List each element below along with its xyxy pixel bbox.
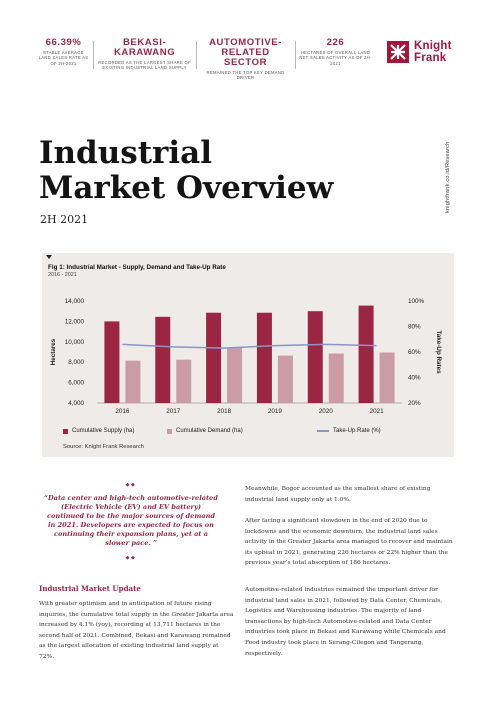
supply-bar — [256, 312, 272, 403]
stat-value: BEKASI-KARAWANG — [113, 37, 176, 58]
y-tick-label: 10,000 — [65, 339, 85, 346]
right-column-paragraph-3: Automotive-related industries remained t… — [245, 587, 446, 657]
page-subtitle: 2H 2021 — [40, 213, 89, 226]
y-right-tick-label: 100% — [408, 298, 425, 305]
stat-value: AUTOMOTIVE-RELATED SECTOR — [209, 37, 283, 68]
y-tick-label: 8,000 — [68, 359, 84, 366]
y-right-tick-label: 80% — [408, 324, 421, 331]
x-tick-label: 2017 — [166, 408, 181, 415]
right-column-paragraph-1: Meanwhile, Bogor accounted as the smalle… — [245, 486, 431, 503]
y-right-tick-label: 60% — [408, 349, 421, 356]
stat-largest-supply: BEKASI-KARAWANG RECORDED AS THE LARGEST … — [93, 38, 196, 72]
stat-description: REMAINED THE TOP KEY DEMAND DRIVER — [206, 70, 285, 81]
x-tick-label: 2018 — [217, 408, 232, 415]
stat-sales-rate: 66.39% STABLE AVERAGE LAND SALES RATE AS… — [34, 38, 93, 72]
x-tick-label: 2021 — [370, 408, 385, 415]
stat-description: RECORDED AS THE LARGEST SHARE OF EXISTIN… — [98, 60, 191, 71]
legend-demand: Cumulative Demand (ha) — [167, 428, 243, 434]
y-right-axis-title: Take-Up Rates — [435, 330, 442, 374]
stat-value: 66.39% — [45, 37, 82, 48]
legend-swatch — [317, 430, 329, 432]
diamond-ornament-icon: ◆◆ — [125, 482, 137, 488]
supply-bar — [358, 305, 374, 403]
x-tick-label: 2019 — [268, 408, 283, 415]
legend-label: Cumulative Supply (ha) — [72, 428, 135, 434]
take-up-rate-line — [122, 343, 377, 349]
legend-swatch — [63, 428, 68, 434]
demand-bar — [379, 352, 395, 403]
y-tick-label: 12,000 — [65, 318, 85, 325]
y-tick-label: 4,000 — [68, 400, 84, 407]
x-tick-label: 2016 — [115, 408, 130, 415]
page-title: Industrial Market Overview — [39, 136, 333, 206]
stat-description: STABLE AVERAGE LAND SALES RATE AS OF 2H-… — [38, 50, 89, 66]
title-line-2: Market Overview — [39, 170, 334, 206]
chart-subtitle: 2016 - 2021 — [48, 272, 77, 278]
chart-source: Source: Knight Frank Research — [63, 444, 144, 450]
knight-frank-logo: Knight Frank — [387, 40, 452, 64]
supply-bar — [307, 311, 323, 403]
x-tick-label: 2020 — [319, 408, 334, 415]
legend-label: Take-Up Rate (%) — [333, 428, 381, 434]
stat-net-sales: 226 HECTARES OF OVERALL LAND NET SALES A… — [294, 37, 376, 72]
chart-title: Fig 1: Industrial Market - Supply, Deman… — [48, 264, 226, 271]
logo-line-1: Knight — [414, 40, 452, 52]
legend-supply: Cumulative Supply (ha) — [63, 428, 134, 434]
y-axis-title: Hectares — [50, 338, 57, 365]
demand-bar — [328, 353, 344, 403]
chart-legend: Cumulative Supply (ha) Cumulative Demand… — [63, 428, 433, 438]
pull-quote: “Data center and high-tech automotive-re… — [44, 494, 218, 547]
stats-bar: 66.39% STABLE AVERAGE LAND SALES RATE AS… — [34, 37, 376, 81]
demand-bar — [176, 359, 192, 403]
demand-bar — [277, 355, 293, 403]
stat-description: HECTARES OF OVERALL LAND NET SALES ACTIV… — [299, 50, 372, 66]
legend-rate: Take-Up Rate (%) — [317, 428, 381, 434]
y-right-tick-label: 20% — [408, 400, 421, 407]
y-tick-label: 6,000 — [68, 380, 84, 387]
supply-bar — [155, 316, 171, 403]
y-tick-label: 14,000 — [65, 298, 85, 305]
supply-bar — [206, 312, 222, 403]
research-url[interactable]: knightfrank.co.id/Research — [445, 141, 451, 213]
stat-value: 226 — [326, 37, 345, 48]
right-column-paragraph-2: After facing a significant slowdown in t… — [245, 518, 453, 567]
stat-demand-driver: AUTOMOTIVE-RELATED SECTOR REMAINED THE T… — [196, 37, 295, 80]
legend-swatch — [167, 428, 172, 434]
triangle-marker-icon — [46, 255, 52, 259]
left-column-paragraph: With greater optimism and in anticipatio… — [39, 601, 234, 660]
title-line-1: Industrial — [39, 135, 212, 171]
logo-mark-icon — [387, 41, 409, 63]
diamond-ornament-icon: ◆◆ — [125, 555, 137, 561]
chart-plot: 4,000 6,000 8,000 10,000 12,000 14,000 20% 40% 6… — [50, 298, 442, 415]
section-heading: Industrial Market Update — [39, 584, 141, 593]
y-right-tick-label: 40% — [408, 375, 421, 382]
supply-bar — [104, 321, 120, 403]
demand-bar — [227, 347, 243, 403]
demand-bar — [125, 360, 141, 403]
legend-label: Cumulative Demand (ha) — [176, 428, 243, 434]
logo-wordmark: Knight Frank — [414, 40, 452, 64]
logo-line-2: Frank — [414, 52, 447, 64]
